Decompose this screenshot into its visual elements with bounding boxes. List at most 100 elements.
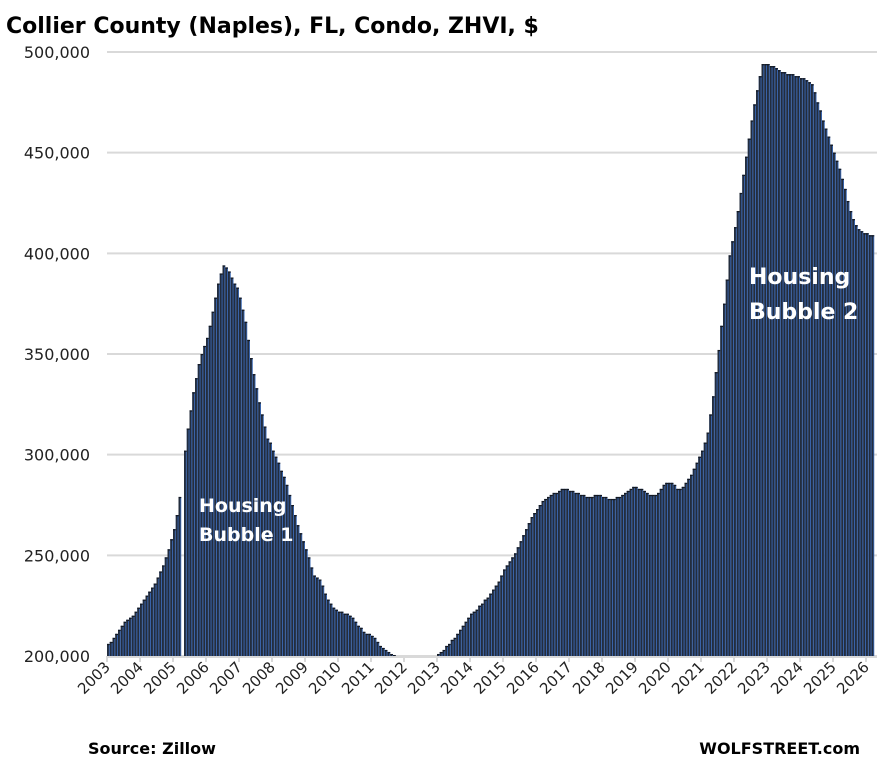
- bar-fill: [756, 90, 758, 656]
- bar: [802, 78, 806, 656]
- bar-top: [184, 450, 187, 452]
- bar: [571, 490, 575, 656]
- bar-fill: [643, 490, 646, 656]
- bar-top: [571, 490, 575, 493]
- bar: [538, 505, 542, 656]
- bar-fill: [206, 337, 208, 656]
- bar-fill: [811, 84, 813, 657]
- bar-fill: [687, 478, 690, 656]
- bar-top: [349, 615, 352, 617]
- bar-top: [261, 414, 264, 416]
- bar-top: [646, 492, 649, 495]
- bar-top: [871, 235, 875, 237]
- bar: [294, 515, 297, 656]
- bar: [863, 233, 866, 656]
- bar-top: [318, 579, 322, 581]
- bar-fill: [615, 496, 618, 656]
- bar-fill: [274, 456, 277, 656]
- bar-fill: [280, 470, 283, 656]
- bar-top: [335, 609, 338, 611]
- bar: [640, 488, 644, 656]
- bar: [772, 66, 776, 657]
- bar-top: [107, 643, 110, 646]
- bar: [269, 442, 272, 656]
- bar: [723, 303, 726, 656]
- bar: [769, 66, 773, 657]
- bar-top: [745, 156, 748, 158]
- bar-top: [514, 553, 517, 555]
- annotation-bubble-2-line1: Housing: [749, 265, 850, 290]
- bar-top: [310, 567, 314, 569]
- bar-fill: [758, 76, 761, 656]
- annotation-bubble-1-line1: Housing: [199, 495, 286, 517]
- bar-top: [558, 490, 561, 493]
- bar-fill: [508, 561, 511, 656]
- bar-fill: [563, 488, 566, 656]
- bar-fill: [621, 494, 624, 656]
- bar-top: [233, 283, 237, 285]
- bar-top: [805, 80, 809, 82]
- bar: [318, 579, 322, 656]
- bar: [786, 74, 789, 656]
- bar-top: [588, 496, 591, 499]
- bar-top: [739, 192, 743, 195]
- bar-top: [252, 374, 256, 376]
- bar: [846, 200, 850, 656]
- bar-top: [673, 484, 677, 487]
- bar: [607, 498, 611, 656]
- bar: [654, 494, 657, 656]
- bar: [159, 571, 162, 656]
- bar: [189, 410, 193, 656]
- bar-fill: [868, 235, 871, 657]
- bar-top: [618, 496, 622, 499]
- x-tick-label: 2020: [635, 658, 675, 698]
- bar-fill: [203, 345, 206, 656]
- bar-fill: [244, 321, 247, 656]
- bar-fill: [184, 450, 186, 656]
- bar: [626, 490, 630, 656]
- bar-top: [857, 229, 861, 231]
- bar: [599, 494, 602, 656]
- bar-fill: [453, 637, 456, 656]
- bar-fill: [316, 577, 318, 656]
- bar-fill: [494, 585, 497, 656]
- bar: [137, 607, 140, 656]
- bar-fill: [285, 484, 288, 656]
- bar: [753, 104, 756, 656]
- bar-fill: [802, 78, 805, 656]
- x-tick-label: 2026: [833, 658, 873, 698]
- bar-fill: [849, 211, 852, 656]
- bar: [327, 599, 330, 656]
- bar: [648, 494, 652, 656]
- bar: [621, 494, 624, 656]
- x-axis: 2003200420052006200720082009201020112012…: [74, 656, 877, 698]
- y-tick-label: 300,000: [24, 446, 90, 465]
- bar: [844, 188, 847, 656]
- bar-top: [838, 168, 842, 170]
- bar-fill: [164, 557, 167, 656]
- bar-top: [329, 603, 333, 605]
- bar-fill: [159, 571, 162, 656]
- bar: [544, 498, 547, 656]
- bar-top: [360, 627, 363, 630]
- bar-top: [800, 78, 803, 80]
- bar-fill: [472, 611, 475, 656]
- bar: [283, 476, 286, 656]
- bar-top: [442, 649, 446, 652]
- bar-top: [706, 432, 710, 434]
- bar-fill: [552, 492, 555, 656]
- bar-top: [591, 496, 594, 499]
- bar-top: [503, 569, 506, 571]
- bar-top: [753, 104, 756, 106]
- bar-top: [681, 486, 685, 489]
- bar-top: [780, 72, 784, 74]
- bar-fill: [530, 517, 533, 656]
- bar: [761, 64, 765, 656]
- bar-fill: [591, 496, 593, 656]
- bar-top: [456, 633, 459, 636]
- bar-fill: [195, 378, 197, 656]
- bar: [841, 178, 844, 656]
- bar-fill: [211, 311, 214, 656]
- bar: [288, 494, 292, 656]
- bar-fill: [791, 74, 794, 656]
